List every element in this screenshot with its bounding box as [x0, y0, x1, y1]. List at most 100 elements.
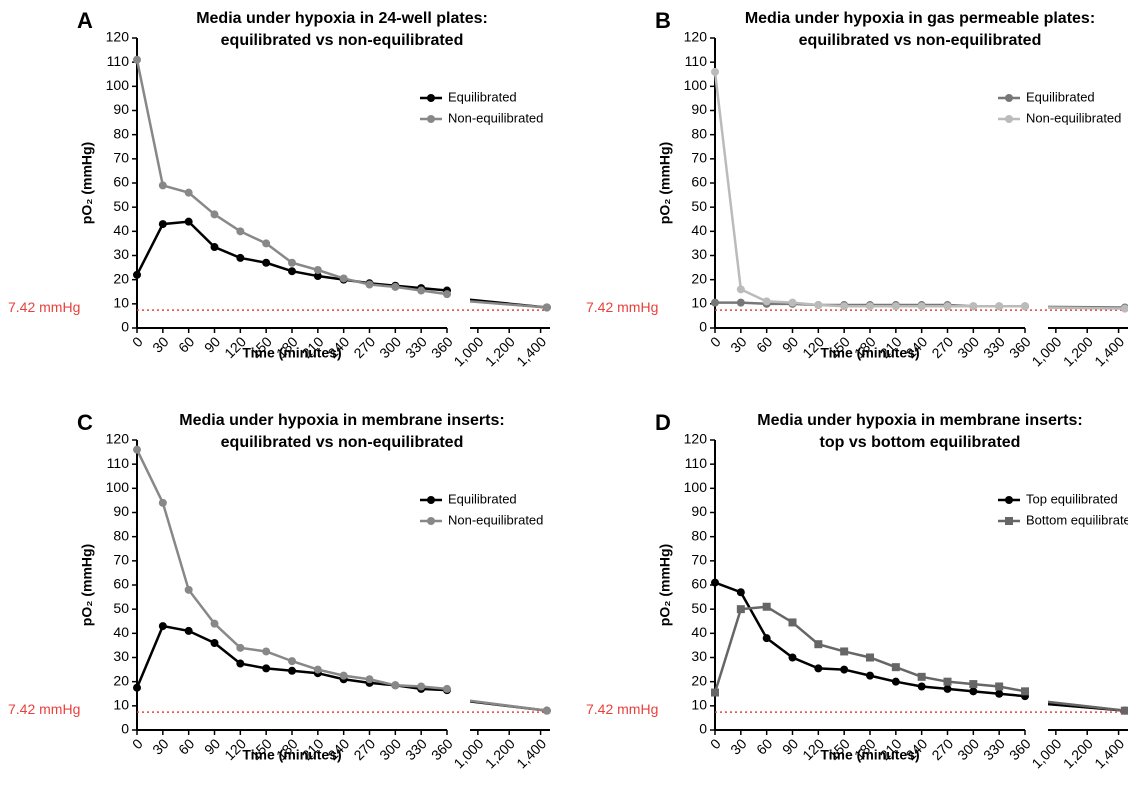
- reference-label: 7.42 mmHg: [8, 299, 80, 315]
- y-tick-label: 20: [113, 270, 129, 286]
- data-marker: [995, 302, 1004, 311]
- data-marker: [840, 647, 849, 656]
- y-tick-label: 120: [106, 29, 130, 45]
- y-tick-label: 80: [691, 527, 707, 543]
- data-marker: [365, 675, 374, 684]
- x-tick-label: 1,200: [1060, 333, 1096, 369]
- legend-marker: [427, 115, 435, 123]
- data-marker: [158, 498, 167, 507]
- y-tick-label: 60: [113, 576, 129, 592]
- data-marker: [788, 298, 797, 307]
- data-marker: [814, 664, 823, 673]
- data-marker: [184, 626, 193, 635]
- y-tick-label: 110: [685, 53, 708, 69]
- legend-marker: [427, 94, 435, 102]
- legend-label: Non-equilibrated: [448, 110, 543, 125]
- y-tick-label: 60: [691, 576, 707, 592]
- x-tick-label: 270: [928, 333, 956, 361]
- y-tick-label: 50: [691, 198, 707, 214]
- data-marker: [1021, 302, 1029, 311]
- data-marker: [288, 267, 296, 276]
- legend-label: Non-equilibrated: [1026, 110, 1121, 125]
- x-tick-label: 300: [376, 333, 404, 361]
- data-marker: [313, 665, 322, 674]
- data-marker: [943, 684, 952, 693]
- data-marker: [762, 297, 771, 306]
- x-tick-label: 60: [753, 735, 775, 757]
- y-tick-label: 30: [691, 648, 707, 664]
- legend-label: Non-equilibrated: [448, 512, 543, 527]
- x-tick-label: 300: [954, 735, 982, 763]
- x-tick-label: 90: [201, 333, 223, 355]
- x-tick-label: 1,400: [513, 333, 549, 369]
- panel: C Media under hypoxia in membrane inserts…: [8, 410, 552, 772]
- data-marker: [339, 274, 348, 283]
- panel-letter: A: [77, 8, 93, 33]
- y-tick-label: 20: [691, 270, 707, 286]
- chart-title: top vs bottom equilibrated: [820, 434, 1021, 451]
- chart-title: Media under hypoxia in membrane inserts:: [179, 412, 504, 429]
- panel-letter: D: [655, 410, 671, 435]
- y-tick-label: 0: [121, 319, 129, 335]
- y-tick-label: 40: [691, 624, 707, 640]
- y-tick-label: 30: [691, 246, 707, 262]
- data-marker: [891, 302, 900, 311]
- x-tick-label: 300: [954, 333, 982, 361]
- y-tick-label: 80: [113, 125, 129, 141]
- y-tick-label: 10: [691, 697, 707, 713]
- data-marker: [866, 653, 874, 662]
- data-line: [470, 699, 548, 712]
- data-marker: [288, 666, 296, 675]
- y-tick-label: 30: [113, 648, 129, 664]
- panel-letter: B: [655, 8, 671, 33]
- x-tick-label: 0: [707, 333, 724, 350]
- x-tick-label: 0: [707, 735, 724, 752]
- x-tick-label: 60: [175, 735, 197, 757]
- y-tick-label: 60: [113, 174, 129, 190]
- y-tick-label: 20: [691, 672, 707, 688]
- data-marker: [210, 210, 219, 219]
- legend-label: Equilibrated: [448, 89, 517, 104]
- data-line: [470, 300, 547, 309]
- data-marker: [184, 188, 193, 197]
- x-tick-label: 270: [928, 735, 956, 763]
- x-tick-label: 30: [727, 333, 749, 355]
- data-marker: [391, 282, 400, 291]
- x-tick-label: 270: [350, 735, 378, 763]
- x-tick-label: 1,400: [513, 735, 549, 771]
- x-tick-label: 90: [201, 735, 223, 757]
- y-axis-label: pO₂ (mmHg): [657, 544, 673, 626]
- chart-title: equilibrated vs non-equilibrated: [221, 32, 464, 49]
- data-marker: [236, 659, 245, 668]
- y-axis-label: pO₂ (mmHg): [79, 142, 95, 224]
- data-marker: [262, 258, 271, 267]
- y-tick-label: 30: [113, 246, 129, 262]
- data-marker: [788, 618, 797, 627]
- data-marker: [158, 181, 167, 190]
- y-tick-label: 20: [113, 672, 129, 688]
- reference-label: 7.42 mmHg: [586, 299, 658, 315]
- y-tick-label: 70: [691, 552, 707, 568]
- y-tick-label: 90: [113, 503, 129, 519]
- y-tick-label: 40: [113, 222, 129, 238]
- data-marker: [365, 280, 374, 289]
- data-marker: [866, 671, 874, 680]
- x-tick-label: 30: [149, 333, 171, 355]
- x-axis-label: Time (minutes): [820, 747, 919, 763]
- legend-marker: [427, 517, 435, 525]
- data-marker: [339, 671, 348, 680]
- data-marker: [391, 681, 400, 690]
- y-tick-label: 80: [691, 125, 707, 141]
- data-marker: [443, 684, 451, 693]
- x-tick-label: 60: [753, 333, 775, 355]
- y-tick-label: 70: [113, 150, 129, 166]
- data-marker: [443, 290, 451, 299]
- legend-marker: [427, 496, 435, 504]
- legend-label: Equilibrated: [448, 491, 517, 506]
- panel: D Media under hypoxia in membrane inserts…: [586, 410, 1128, 772]
- data-marker: [711, 67, 719, 76]
- data-marker: [762, 602, 771, 611]
- chart-title: Media under hypoxia in gas permeable pla…: [745, 10, 1095, 27]
- data-marker: [417, 286, 426, 295]
- data-marker: [814, 640, 823, 649]
